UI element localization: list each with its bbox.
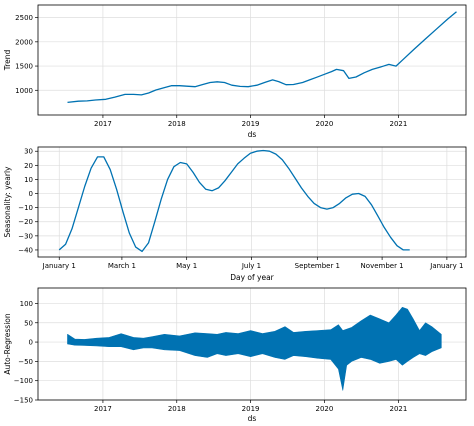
x-tick-label: 2019: [242, 120, 260, 128]
x-axis-label: Day of year: [230, 273, 274, 282]
y-tick-label: −50: [18, 358, 33, 366]
y-tick-label: −20: [18, 218, 33, 226]
x-tick-label: May 1: [176, 262, 197, 270]
y-tick-label: −100: [14, 377, 33, 385]
y-axis-label: Auto-Regression: [3, 313, 12, 375]
y-tick-label: 1000: [15, 87, 33, 95]
y-tick-label: 10: [24, 176, 33, 184]
y-tick-label: 20: [24, 162, 33, 170]
y-tick-label: 100: [20, 300, 33, 308]
y-tick-label: 2500: [15, 14, 33, 22]
y-tick-label: −40: [18, 246, 33, 254]
x-tick-label: 2019: [242, 405, 260, 413]
x-tick-label: January 1: [42, 262, 76, 270]
y-tick-label: −10: [18, 204, 33, 212]
plot-frame: [37, 287, 467, 401]
x-tick-label: 2017: [94, 120, 112, 128]
x-axis-label: ds: [248, 414, 257, 423]
y-tick-label: 1500: [15, 63, 33, 71]
plot-frame: [37, 146, 467, 258]
y-tick-label: 0: [29, 339, 33, 347]
chart-panel-auto-regression: 2017 2018 2019 2020 2021 −150 −100 −50 0 50 100 ds A…: [3, 287, 467, 423]
x-tick-label: 2021: [390, 120, 408, 128]
x-tick-label: 2018: [168, 120, 186, 128]
x-tick-label: 2018: [168, 405, 186, 413]
plot-frame: [37, 4, 467, 116]
y-axis-label: Seasonality: yearly: [3, 166, 12, 238]
x-tick-label: March 1: [108, 262, 136, 270]
x-tick-label: 2020: [315, 120, 333, 128]
x-tick-label: November 1: [361, 262, 404, 270]
y-tick-label: −30: [18, 232, 33, 240]
y-axis-label: Trend: [3, 50, 12, 72]
chart-panel-trend: 2017 2018 2019 2020 2021 1000 1500 2000 2500 ds Tr…: [3, 4, 467, 139]
x-tick-label: September 1: [295, 262, 340, 270]
y-tick-label: 30: [24, 148, 33, 156]
x-tick-label: January 1: [429, 262, 463, 270]
x-tick-label: 2017: [94, 405, 112, 413]
y-tick-label: −150: [14, 397, 33, 405]
y-tick-label: 2000: [15, 38, 33, 46]
chart-panel-seasonality-yearly: January 1 March 1 May 1 July 1 September 1 No…: [3, 146, 467, 282]
x-tick-label: 2020: [315, 405, 333, 413]
series-line: [58, 149, 410, 253]
y-tick-label: 50: [24, 319, 33, 327]
x-axis-label: ds: [248, 130, 257, 139]
x-tick-label: 2021: [390, 405, 408, 413]
x-tick-label: July 1: [241, 262, 261, 270]
series-line: [67, 11, 457, 104]
y-tick-label: 0: [29, 190, 33, 198]
series-area: [67, 306, 442, 391]
